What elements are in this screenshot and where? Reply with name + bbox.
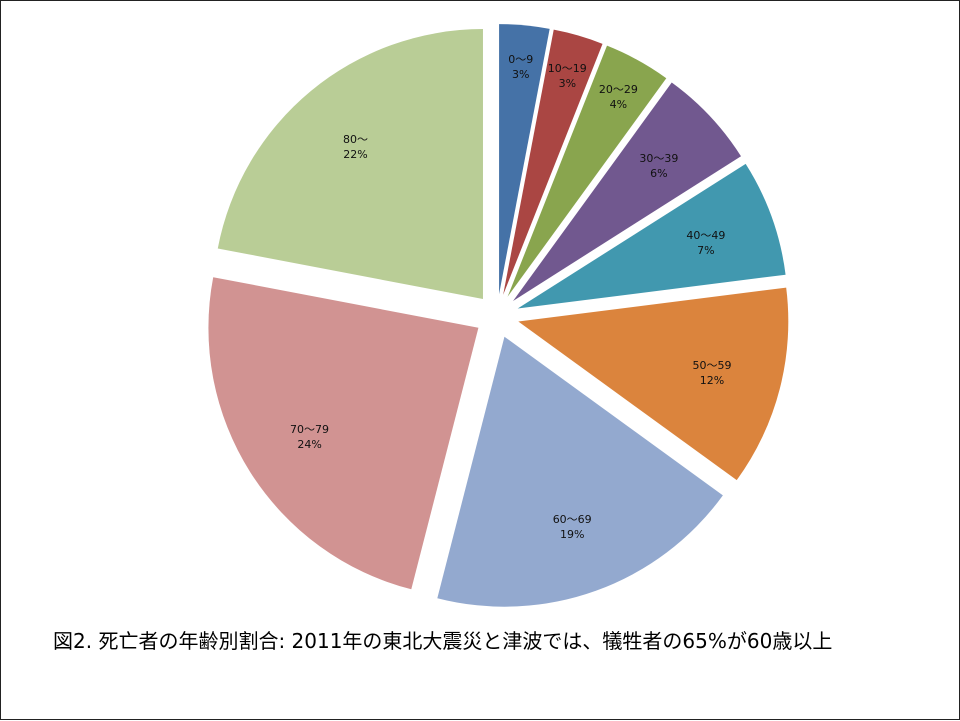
slice-category-label: 10～19: [548, 62, 587, 75]
slice-category-label: 80～: [343, 133, 368, 146]
chart-caption: 図2. 死亡者の年齢別割合: 2011年の東北大震災と津波では、犠牲者の65%が…: [53, 629, 833, 653]
slice-percent-label: 22%: [343, 148, 367, 161]
pie-slice-3: [513, 82, 742, 301]
slice-category-label: 70～79: [290, 423, 329, 436]
slice-category-label: 20～29: [599, 83, 638, 96]
pie-slice-0: [499, 24, 550, 295]
slice-percent-label: 12%: [700, 374, 724, 387]
pie-slice-5: [518, 287, 789, 481]
pie-slice-2: [507, 45, 667, 297]
slice-percent-label: 3%: [512, 68, 529, 81]
slice-category-label: 30～39: [639, 152, 678, 165]
slice-category-label: 0～9: [508, 53, 533, 66]
slice-percent-label: 4%: [610, 98, 627, 111]
slice-percent-label: 24%: [297, 438, 321, 451]
slice-category-label: 40～49: [686, 229, 725, 242]
pie-slice-7: [208, 277, 479, 590]
slice-category-label: 50～59: [693, 359, 732, 372]
slice-percent-label: 19%: [560, 528, 584, 541]
pie-slice-1: [503, 29, 603, 295]
slice-percent-label: 3%: [559, 77, 576, 90]
slice-percent-label: 6%: [650, 167, 667, 180]
slice-percent-label: 7%: [697, 244, 714, 257]
pie-slice-4: [517, 163, 786, 309]
slice-category-label: 60～69: [553, 513, 592, 526]
pie-slice-6: [437, 336, 723, 607]
pie-slice-8: [217, 29, 483, 300]
